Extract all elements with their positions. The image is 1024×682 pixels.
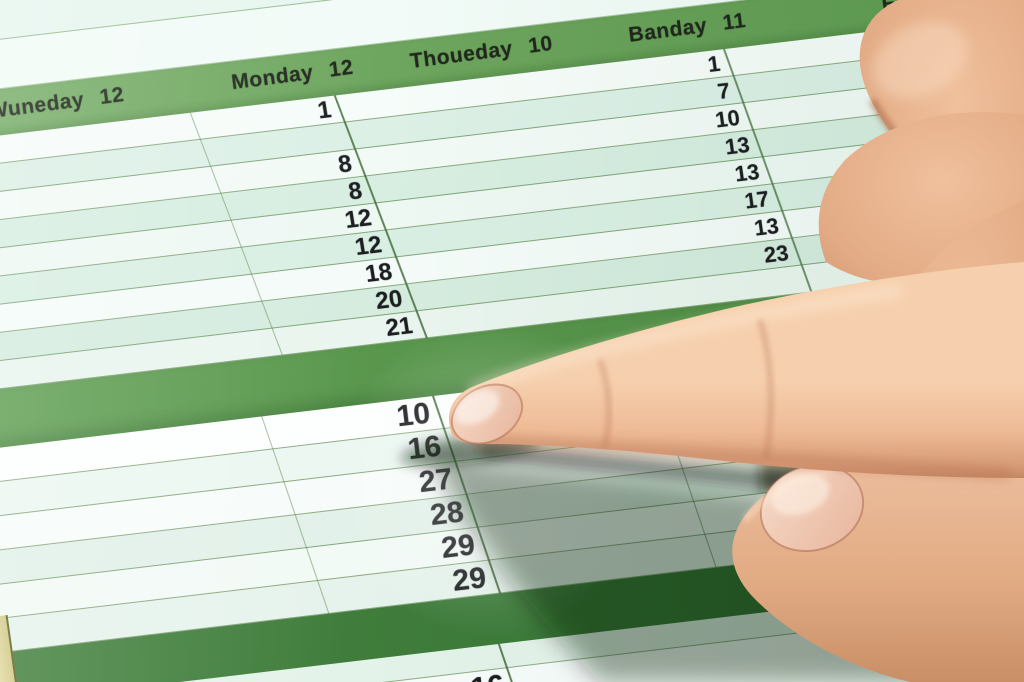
finger-crease (597, 359, 612, 449)
finger-crease (757, 319, 774, 459)
thumb-nail-highlight (770, 472, 830, 516)
thumb-highlight (742, 467, 836, 522)
index-finger (448, 262, 1024, 478)
finger-highlight (468, 286, 901, 394)
fingernail-highlight (454, 389, 500, 425)
finger-shading (469, 435, 1011, 479)
finger-highlight (872, 21, 968, 99)
